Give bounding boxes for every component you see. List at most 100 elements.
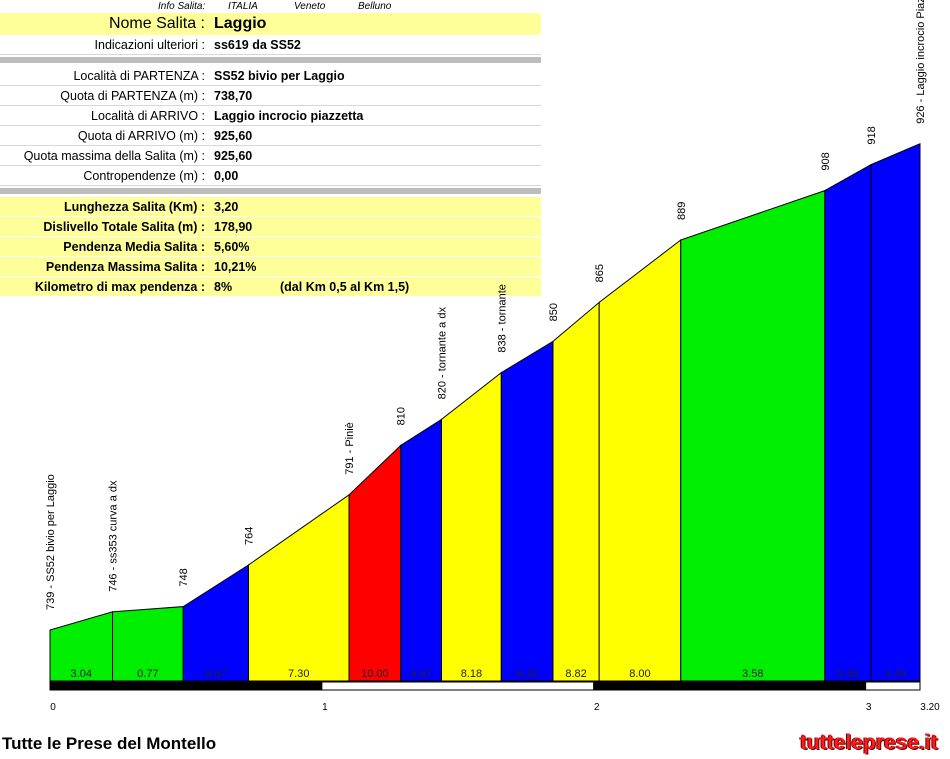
separator [0, 188, 541, 194]
start-alt-value: 738,70 [214, 89, 253, 103]
country: ITALIA [228, 1, 258, 12]
profile-segment [348, 444, 402, 682]
point-altitude-label: 791 - Piniè [344, 422, 356, 475]
point-altitude-label: 918 [866, 126, 878, 144]
segment-grade-label: 10.00 [361, 668, 389, 680]
max-grade-value: 10,21% [214, 260, 257, 274]
point-altitude-label: 810 [396, 407, 408, 425]
profile-segment [824, 163, 872, 682]
length-label: Lunghezza Salita (Km) : [64, 200, 205, 214]
max-alt-row: Quota massima della Salita (m) : 925,60 [0, 146, 541, 166]
x-tick-label: 1 [322, 702, 328, 713]
x-tick-label: 3.20 [920, 702, 940, 713]
segment-grade-label: 5.88 [837, 668, 858, 680]
km-scale-block [49, 681, 323, 691]
start-place-label: Località di PARTENZA : [73, 69, 205, 83]
tutteleprese-site-logo: tutteleprese.it [800, 731, 938, 754]
profile-segment [598, 238, 682, 682]
profile-segment [680, 189, 826, 682]
km-axis: 0 1 2 3 3.20 [49, 681, 940, 713]
segment-grade-label: 8.82 [565, 668, 586, 680]
point-altitude-label: 908 [820, 152, 832, 170]
end-place-row: Località di ARRIVO : Laggio incrocio pia… [0, 106, 541, 126]
point-altitude-label: 820 - tornante a dx [437, 307, 449, 400]
x-tick-label: 2 [594, 702, 600, 713]
point-altitude-label: 889 [676, 202, 688, 220]
max-alt-label: Quota massima della Salita (m) : [23, 149, 205, 163]
climb-info-table: Nome Salita : Laggio Indicazioni ulterio… [0, 13, 541, 297]
grade-labels: 3.04 0.77 6.67 7.30 10.00 6.67 8.18 6.32 8.82 8.0… [71, 668, 907, 680]
end-place-value: Laggio incrocio piazzetta [214, 109, 364, 123]
km-scale-block [321, 681, 595, 691]
max-km-value: 8% [214, 280, 233, 294]
point-altitude-label: 850 [548, 303, 560, 321]
end-place-label: Località di ARRIVO : [91, 109, 205, 123]
point-altitude-label: 838 - tornante [496, 284, 508, 353]
profile-segment [500, 340, 554, 682]
segment-grade-label: 4.44 [885, 668, 906, 680]
profile-segment [247, 493, 350, 682]
province: Belluno [358, 1, 392, 12]
segment-grade-label: 7.30 [288, 668, 309, 680]
point-altitude-label: 748 [178, 568, 190, 586]
max-km-label: Kilometro di max pendenza : [34, 280, 205, 294]
segment-grade-label: 8.00 [629, 668, 650, 680]
climb-name-label: Nome Salita : [108, 15, 205, 32]
end-alt-row: Quota di ARRIVO (m) : 925,60 [0, 126, 541, 146]
separator [0, 57, 541, 63]
profile-segment [441, 371, 502, 682]
segment-grade-label: 8.18 [461, 668, 482, 680]
segment-grade-label: 3.58 [742, 668, 763, 680]
avg-grade-row: Pendenza Media Salita : 5,60% [0, 237, 541, 257]
segment-grade-label: 3.04 [71, 668, 92, 680]
end-alt-value: 925,60 [214, 129, 253, 143]
counter-label: Contropendenze (m) : [83, 169, 205, 183]
counter-value: 0,00 [214, 169, 239, 183]
point-labels: 739 - SS52 bivio per Laggio 746 - ss353 c… [45, 0, 927, 610]
profile-segment [552, 301, 600, 682]
profile-segment [870, 143, 921, 682]
point-altitude-label: 926 - Laggio incrocio Piazzetta [915, 0, 927, 124]
point-altitude-label: 739 - SS52 bivio per Laggio [45, 474, 57, 610]
x-tick-label: 0 [50, 702, 56, 713]
max-grade-row: Pendenza Massima Salita : 10,21% [0, 257, 541, 277]
avg-grade-label: Pendenza Media Salita : [63, 240, 205, 254]
counter-row: Contropendenze (m) : 0,00 [0, 166, 541, 186]
profile-segment [182, 564, 249, 682]
point-altitude-label: 746 - ss353 curva a dx [108, 480, 120, 592]
info-label: Info Salita: [158, 1, 206, 12]
end-alt-label: Quota di ARRIVO (m) : [77, 129, 205, 143]
gain-value: 178,90 [214, 220, 253, 234]
km-scale-block [865, 681, 921, 691]
segment-grade-label: 6.67 [410, 668, 431, 680]
info-header: Info Salita: ITALIA Veneto Belluno [0, 0, 950, 14]
length-row: Lunghezza Salita (Km) : 3,20 [0, 197, 541, 217]
gain-row: Dislivello Totale Salita (m) : 178,90 [0, 217, 541, 237]
max-km-row: Kilometro di max pendenza : 8% (dal Km 0… [0, 277, 541, 297]
max-alt-value: 925,60 [214, 149, 253, 163]
start-place-value: SS52 bivio per Laggio [214, 69, 345, 83]
max-km-range: (dal Km 0,5 al Km 1,5) [280, 280, 410, 294]
max-grade-label: Pendenza Massima Salita : [45, 260, 205, 274]
start-place-row: Località di PARTENZA : SS52 bivio per La… [0, 66, 541, 86]
avg-grade-value: 5,60% [214, 240, 250, 254]
profile-segments [49, 143, 921, 682]
point-altitude-label: 865 [594, 264, 606, 282]
segment-grade-label: 0.77 [137, 668, 158, 680]
length-value: 3,20 [214, 200, 239, 214]
profile-segment [400, 418, 442, 682]
notes-label: Indicazioni ulteriori : [94, 38, 205, 52]
point-altitude-label: 764 [243, 527, 255, 545]
notes-row: Indicazioni ulteriori : ss619 da SS52 [0, 35, 541, 55]
segment-grade-label: 6.67 [205, 668, 226, 680]
tutte-le-prese-logo: Tutte le Prese del Montello [2, 734, 217, 753]
gain-label: Dislivello Totale Salita (m) : [43, 220, 205, 234]
climb-name: Laggio [214, 15, 267, 32]
x-tick-label: 3 [866, 702, 872, 713]
start-alt-label: Quota di PARTENZA (m) : [60, 89, 205, 103]
region: Veneto [294, 1, 326, 12]
notes-value: ss619 da SS52 [214, 38, 301, 52]
km-scale-block [593, 681, 867, 691]
start-alt-row: Quota di PARTENZA (m) : 738,70 [0, 86, 541, 106]
